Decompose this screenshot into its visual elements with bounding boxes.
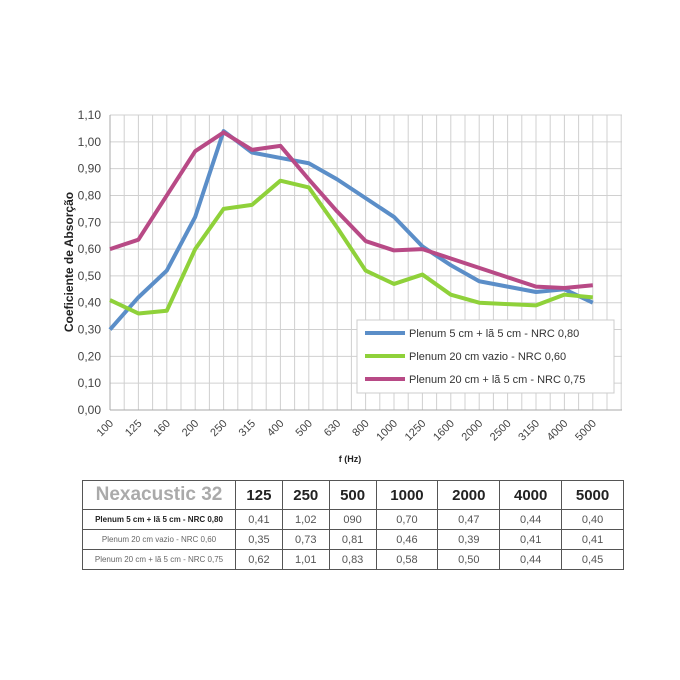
row-label: Plenum 5 cm + lã 5 cm - NRC 0,80 <box>82 509 236 530</box>
x-tick-label: 200 <box>180 418 201 439</box>
y-tick-label: 0,30 <box>78 323 102 337</box>
y-tick-label: 0,60 <box>78 242 102 256</box>
table-cell: 0,83 <box>328 549 377 570</box>
table-header: 1000 <box>375 480 439 510</box>
table-cell: 0,45 <box>561 549 624 570</box>
x-tick-label: 630 <box>322 418 343 439</box>
legend-label: Plenum 20 cm + lã 5 cm - NRC 0,75 <box>409 374 585 386</box>
table-cell: 0,58 <box>375 549 439 570</box>
table-cell: 1,01 <box>281 549 330 570</box>
table-header: 250 <box>281 480 330 510</box>
table-cell: 0,44 <box>499 509 563 530</box>
x-tick-label: 3150 <box>516 418 542 444</box>
table-header: 125 <box>235 480 283 510</box>
x-tick-label: 1600 <box>431 418 457 444</box>
table-cell: 0,70 <box>375 509 439 530</box>
table-header-row: Nexacustic 32 125 250 500 1000 2000 4000 5000 <box>82 480 624 510</box>
table-cell: 0,47 <box>437 509 501 530</box>
y-tick-label: 1,00 <box>78 135 102 149</box>
table-cell: 0,39 <box>437 529 501 550</box>
table-cell: 0,50 <box>437 549 501 570</box>
data-table: Nexacustic 32 125 250 500 1000 2000 4000 5000 … <box>82 480 624 570</box>
table-row: Plenum 5 cm + lã 5 cm - NRC 0,80 0,41 1,02… <box>82 509 624 530</box>
table-header: 4000 <box>499 480 563 510</box>
x-tick-label: 5000 <box>573 418 599 444</box>
table-cell: 0,62 <box>235 549 283 570</box>
x-tick-label: 2500 <box>488 418 514 444</box>
table-header: 5000 <box>561 480 624 510</box>
x-tick-label: 400 <box>265 418 286 439</box>
x-tick-label: 2000 <box>460 418 486 444</box>
series-line-2 <box>109 130 593 290</box>
legend-label: Plenum 20 cm vazio - NRC 0,60 <box>409 351 566 363</box>
brand-cell: Nexacustic 32 <box>82 480 236 510</box>
table-cell: 0,81 <box>328 529 377 550</box>
x-tick-label: 4000 <box>545 418 571 444</box>
y-tick-label: 0,50 <box>78 269 102 283</box>
x-tick-label: 1000 <box>374 418 400 444</box>
y-axis-title: Coeficiente de Absorção <box>62 192 76 332</box>
table-row: Plenum 20 cm vazio - NRC 0,60 0,35 0,73 0,8… <box>82 529 624 550</box>
y-tick-label: 0,10 <box>78 376 102 390</box>
table-cell: 0,73 <box>281 529 330 550</box>
y-tick-label: 1,10 <box>78 108 102 122</box>
x-tick-label: 1250 <box>403 418 429 444</box>
y-tick-label: 0,90 <box>78 162 102 176</box>
x-tick-label: 100 <box>95 418 116 439</box>
table-cell: 0,41 <box>499 529 563 550</box>
x-tick-label: 250 <box>208 418 229 439</box>
absorption-chart: 0,00 0,10 0,20 0,30 0,40 0,50 0,60 0,70 0,80 0,90… <box>62 108 622 464</box>
x-tick-label: 125 <box>123 418 144 439</box>
x-axis-title: f (Hz) <box>339 454 362 464</box>
row-label: Plenum 20 cm vazio - NRC 0,60 <box>82 529 236 550</box>
legend-label: Plenum 5 cm + lã 5 cm - NRC 0,80 <box>409 328 579 340</box>
table-cell: 090 <box>328 509 377 530</box>
x-tick-label: 160 <box>151 418 172 439</box>
y-tick-label: 0,20 <box>78 349 102 363</box>
x-tick-label: 500 <box>293 418 314 439</box>
table-cell: 1,02 <box>281 509 330 530</box>
table-cell: 0,46 <box>375 529 439 550</box>
x-tick-label: 800 <box>350 418 371 439</box>
row-label: Plenum 20 cm + lã 5 cm - NRC 0,75 <box>82 549 236 570</box>
series-line-0 <box>108 129 594 331</box>
table-row: Plenum 20 cm + lã 5 cm - NRC 0,75 0,62 1,0… <box>82 549 624 570</box>
table-cell: 0,41 <box>235 509 283 530</box>
table-cell: 0,44 <box>499 549 563 570</box>
table-header: 2000 <box>437 480 501 510</box>
y-tick-label: 0,80 <box>78 188 102 202</box>
table-cell: 0,40 <box>561 509 624 530</box>
table-header: 500 <box>328 480 377 510</box>
y-tick-label: 0,70 <box>78 215 102 229</box>
series-line-1 <box>109 178 593 316</box>
table-cell: 0,35 <box>235 529 283 550</box>
table-cell: 0,41 <box>561 529 624 550</box>
y-tick-label: 0,00 <box>78 403 102 417</box>
y-tick-label: 0,40 <box>78 296 102 310</box>
x-tick-label: 315 <box>237 418 258 439</box>
